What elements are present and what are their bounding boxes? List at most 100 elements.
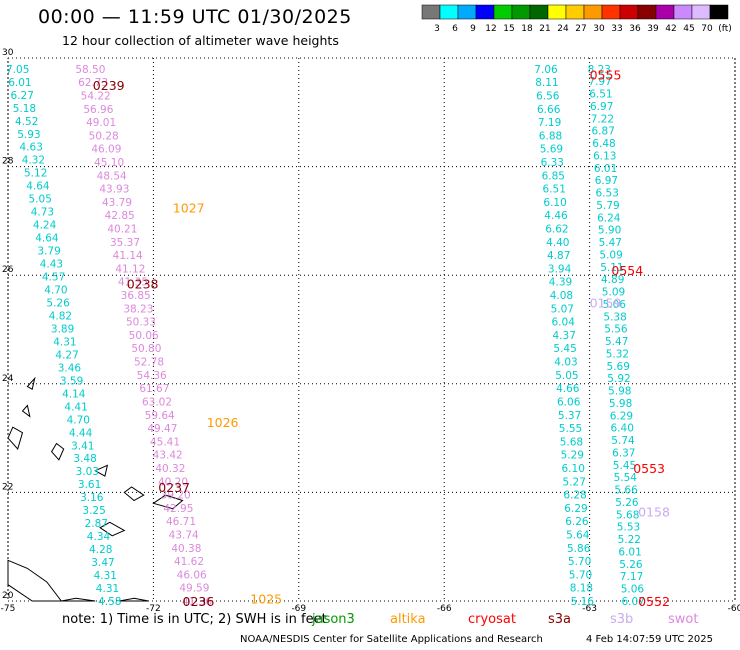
wave-height-value: 5.86 xyxy=(567,543,591,555)
wave-height-value: 7.17 xyxy=(620,571,643,583)
wave-height-value: 5.37 xyxy=(558,410,581,422)
wave-height-value: 5.06 xyxy=(603,299,627,311)
colorbar-label: 27 xyxy=(575,24,586,34)
wave-height-value: 4.44 xyxy=(69,427,93,439)
wave-height-value: 43.79 xyxy=(102,197,132,209)
wave-height-value: 6.51 xyxy=(543,184,566,196)
wave-height-value: 61.67 xyxy=(139,383,169,395)
colorbar-label: 15 xyxy=(503,24,514,34)
colorbar-label: 21 xyxy=(539,24,550,34)
wave-height-value: 4.52 xyxy=(15,116,38,128)
pass-time-label: 0238 xyxy=(127,276,159,291)
wave-height-value: 50.33 xyxy=(126,317,156,329)
wave-height-value: 3.41 xyxy=(71,440,94,452)
colorbar-label: 70 xyxy=(701,24,713,34)
wave-height-value: 6.28 xyxy=(563,490,586,502)
pass-time-label: 0236 xyxy=(183,594,215,609)
wave-height-value: 4.40 xyxy=(546,237,569,249)
pass-time-label: 0555 xyxy=(590,67,622,82)
wave-height-value: 6.88 xyxy=(539,130,562,142)
page-subtitle: 12 hour collection of altimeter wave hei… xyxy=(62,33,339,48)
wave-height-value: 3.25 xyxy=(82,505,105,517)
wave-height-value: 6.10 xyxy=(543,197,566,209)
lon-tick-label: -63 xyxy=(582,604,597,612)
wave-height-value: 5.53 xyxy=(617,522,640,534)
wave-height-value: 7.97 xyxy=(588,76,611,88)
lon-tick-label: -60 xyxy=(728,604,740,612)
wave-height-value: 6.97 xyxy=(595,175,618,187)
wave-height-value: 49.47 xyxy=(147,423,177,435)
wave-height-value: 5.70 xyxy=(569,569,592,581)
wave-height-value: 6.04 xyxy=(552,317,576,329)
wave-height-value: 5.09 xyxy=(602,287,625,299)
wave-height-value: 40.20 xyxy=(158,476,188,488)
wave-height-value: 6.27 xyxy=(11,90,34,102)
wave-height-value: 4.31 xyxy=(94,570,117,582)
wave-height-value: 6.33 xyxy=(541,157,564,169)
wave-height-value: 41.62 xyxy=(174,556,204,568)
wave-height-value: 7.05 xyxy=(6,64,29,76)
wave-height-value: 54.36 xyxy=(137,370,167,382)
wave-height-value: 6.01 xyxy=(8,77,31,89)
wave-height-value: 7.06 xyxy=(534,64,558,76)
wave-height-value: 46.06 xyxy=(177,569,207,581)
wave-height-value: 5.45 xyxy=(553,343,576,355)
lat-tick-label: 26 xyxy=(2,265,14,275)
pass-time-label: 1026 xyxy=(207,415,239,430)
timestamp-line: 4 Feb 14:07:59 UTC 2025 xyxy=(586,634,713,645)
pass-time-label: 0554 xyxy=(611,263,643,278)
wave-height-value: 5.93 xyxy=(17,129,40,141)
wave-height-value: 3.16 xyxy=(80,492,104,504)
wave-height-value: 6.87 xyxy=(592,126,615,138)
wave-height-value: 8.18 xyxy=(570,583,593,595)
wave-height-value: 40.32 xyxy=(155,463,185,475)
wave-height-value: 5.26 xyxy=(619,559,643,571)
lon-tick-label: -66 xyxy=(437,604,452,612)
wave-height-value: 40.38 xyxy=(171,543,201,555)
lon-tick-label: -69 xyxy=(291,604,306,612)
wave-height-value: 49.59 xyxy=(179,583,209,595)
wave-height-value: 4.46 xyxy=(544,210,568,222)
wave-height-value: 4.87 xyxy=(547,250,570,262)
wave-height-value: 5.74 xyxy=(611,435,635,447)
wave-height-value: 5.26 xyxy=(615,497,639,509)
colorbar-label: 24 xyxy=(557,24,569,34)
wave-height-value: 5.16 xyxy=(571,596,595,608)
wave-height-value: 5.64 xyxy=(566,530,590,542)
pass-time-label: 0552 xyxy=(638,594,670,609)
wave-height-value: 4.63 xyxy=(20,142,43,154)
colorbar-label: 45 xyxy=(683,24,694,34)
wave-height-value: 5.92 xyxy=(607,373,630,385)
wave-height-value: 4.27 xyxy=(55,349,78,361)
wave-height-value: 5.45 xyxy=(613,460,636,472)
wave-height-value: 7.22 xyxy=(591,113,614,125)
wave-height-value: 41.14 xyxy=(113,250,143,262)
wave-height-value: 50.80 xyxy=(131,343,161,355)
wave-height-value: 4.41 xyxy=(64,401,87,413)
wave-height-value: 6.10 xyxy=(562,463,585,475)
wave-height-value: 4.82 xyxy=(49,311,72,323)
wave-height-value: 3.47 xyxy=(91,557,114,569)
lat-tick-label: 30 xyxy=(2,48,14,58)
wave-height-value: 42.95 xyxy=(163,503,193,515)
wave-height-value: 39.20 xyxy=(161,490,191,502)
pass-time-label: 0239 xyxy=(93,78,125,93)
wave-height-value: 48.54 xyxy=(97,170,127,182)
pass-time-label: 1025 xyxy=(250,591,282,606)
wave-height-value: 50.28 xyxy=(89,130,119,142)
wave-height-map: -75 -72 -69 -66 -63 -603028262422207.056.016.… xyxy=(1,48,740,612)
wave-height-value: 4.34 xyxy=(87,531,111,543)
lat-tick-label: 20 xyxy=(2,591,14,601)
wave-height-value: 45.41 xyxy=(150,436,180,448)
wave-height-value: 5.09 xyxy=(599,250,622,262)
lat-tick-label: 28 xyxy=(2,157,14,167)
wave-height-value: 5.68 xyxy=(616,509,639,521)
satellite-legend-item: altika xyxy=(390,612,426,627)
wave-height-value: 5.98 xyxy=(609,398,632,410)
colorbar-legend: 3 6 9 12 15 18 21 24 27 30 33 36 39 42 45 70 (ft) xyxy=(421,4,732,34)
lat-tick-label: 24 xyxy=(2,374,14,384)
wave-height-value: 43.74 xyxy=(169,530,199,542)
satellite-legend-item: cryosat xyxy=(468,612,516,627)
coastline xyxy=(152,494,184,510)
colorbar-label: 39 xyxy=(647,24,659,34)
